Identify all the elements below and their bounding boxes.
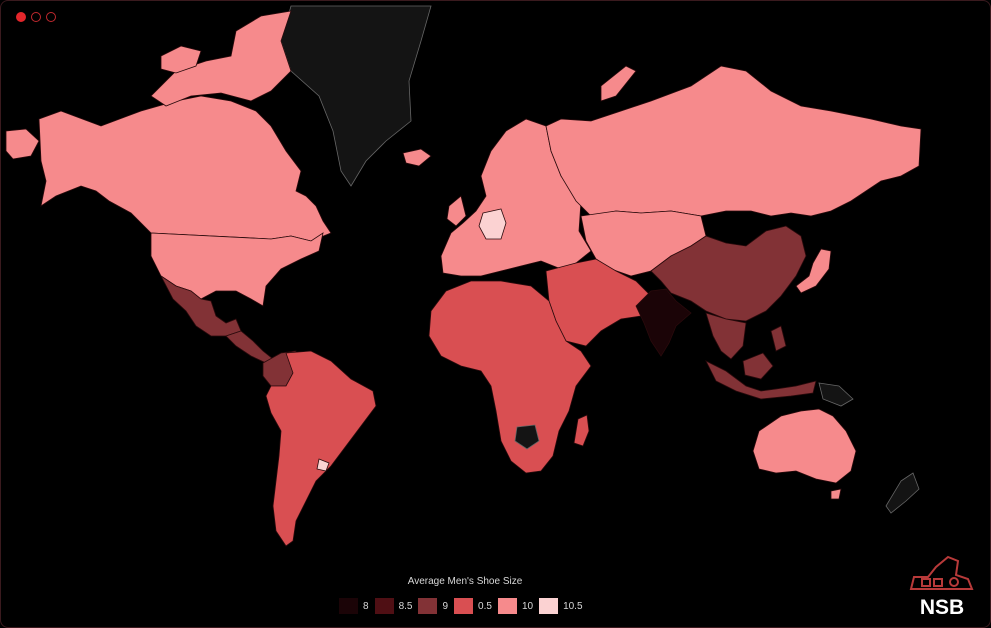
- legend-label: 8: [363, 600, 369, 612]
- legend-item: 10: [497, 598, 534, 614]
- legend-title: Average Men's Shoe Size: [407, 576, 523, 587]
- region-borneo: [742, 352, 774, 380]
- logo-text: NSB: [919, 596, 965, 619]
- region-germany: [478, 208, 507, 240]
- legend-swatch: [374, 598, 394, 614]
- region-alaska-west: [5, 128, 40, 160]
- region-philippines: [770, 325, 787, 352]
- legend-swatch: [418, 598, 438, 614]
- maximize-dot-icon[interactable]: [46, 12, 56, 22]
- close-dot-icon[interactable]: [16, 12, 26, 22]
- legend-label: 9: [442, 600, 449, 612]
- legend-swatch: [497, 598, 517, 614]
- region-canada-islands: [150, 10, 292, 107]
- legend-swatch: [539, 598, 559, 614]
- region-south-america: [265, 350, 377, 547]
- legend-label: 10: [521, 600, 534, 612]
- legend-item: 0.5: [454, 598, 492, 614]
- region-indonesia: [705, 360, 817, 400]
- region-novaya-zemlya: [600, 65, 637, 102]
- region-japan: [795, 248, 832, 294]
- region-papua-new-guinea: [818, 382, 854, 407]
- window-controls: [16, 12, 56, 22]
- legend-item: 10.5: [539, 598, 583, 614]
- legend-label: 10.5: [563, 600, 583, 612]
- legend-item: 8.5: [374, 598, 413, 614]
- region-india: [635, 288, 692, 357]
- region-africa: [428, 280, 592, 474]
- region-iceland: [402, 148, 432, 167]
- legend-item: 9: [418, 598, 448, 614]
- region-central-america: [225, 330, 274, 364]
- legend-label: 8.5: [398, 600, 413, 612]
- region-uruguay: [316, 458, 330, 472]
- legend-swatch: [339, 598, 358, 614]
- shoe-icon: [909, 555, 974, 590]
- region-china: [650, 225, 807, 322]
- region-madagascar: [573, 414, 590, 447]
- region-australia: [752, 408, 857, 484]
- region-southeast-asia: [705, 312, 747, 360]
- region-tasmania: [830, 488, 842, 500]
- region-canada: [38, 95, 332, 242]
- region-new-zealand: [885, 472, 920, 514]
- region-uk: [446, 195, 467, 227]
- region-canada-islands-2: [160, 45, 202, 74]
- legend-swatch: [454, 598, 474, 614]
- minimize-dot-icon[interactable]: [31, 12, 41, 22]
- legend-label: 0.5: [478, 600, 492, 612]
- legend-item: 8: [339, 598, 369, 614]
- region-zimbabwe: [514, 424, 540, 450]
- region-mexico: [160, 275, 242, 337]
- legend: 8 8.5 9 0.5 10 10.5: [339, 598, 589, 614]
- region-greenland: [280, 5, 432, 187]
